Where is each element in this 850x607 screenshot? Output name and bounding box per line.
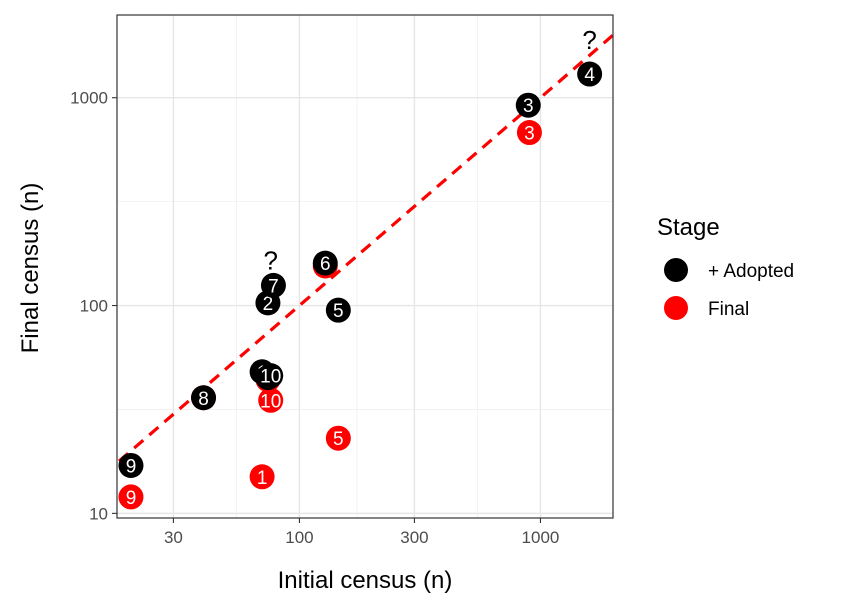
y-tick-label: 1000 <box>70 89 108 108</box>
point-label-adopted: 2 <box>263 294 274 315</box>
y-axis-title: Final census (n) <box>17 183 44 354</box>
point-label-adopted: 4 <box>584 65 595 86</box>
y-tick-label: 10 <box>89 504 108 523</box>
point-label-adopted: 8 <box>198 389 209 410</box>
x-axis: 30 100 300 1000 <box>164 518 559 547</box>
point-marker-adopted <box>325 297 351 323</box>
point-marker-final <box>258 387 284 413</box>
point-label-adopted: 3 <box>523 96 534 117</box>
data-point-final: 3 <box>516 120 542 146</box>
point-marker-adopted <box>118 452 144 478</box>
data-point-adopted: 8 <box>191 385 217 411</box>
plot-panel-border <box>116 14 614 519</box>
point-label-final: 9 <box>126 488 137 509</box>
point-marker-adopted <box>577 61 603 87</box>
point-label-adopted: 9 <box>126 456 137 477</box>
point-label-adopted: 10 <box>260 367 281 388</box>
legend-title: Stage <box>657 214 720 241</box>
point-marker-final <box>118 484 144 510</box>
x-axis-title: Initial census (n) <box>278 567 453 594</box>
data-point-adopted: 9 <box>118 452 144 478</box>
point-marker-adopted <box>191 385 217 411</box>
data-point-adopted: 10 <box>258 363 284 389</box>
data-point-final: 10 <box>258 387 284 413</box>
point-marker-adopted <box>258 363 284 389</box>
x-tick-label: 30 <box>164 528 183 547</box>
point-marker-final <box>249 464 275 490</box>
plot-panel-background <box>117 15 613 518</box>
point-marker-adopted <box>312 250 338 276</box>
point-label-adopted: 7 <box>268 276 279 297</box>
point-marker-adopted <box>515 92 541 118</box>
reference-line-layer <box>117 33 613 465</box>
data-point-final: 1 <box>249 464 275 490</box>
data-point-final: 5 <box>325 425 351 451</box>
legend-label-adopted: + Adopted <box>708 261 794 282</box>
data-point-final: 9 <box>118 484 144 510</box>
legend-key-final <box>664 296 688 320</box>
legend: Stage + Adopted Final <box>657 214 794 320</box>
data-point-adopted: 6 <box>312 250 338 276</box>
points-layer: 915108263981210527634 <box>118 61 603 510</box>
point-label-final: 10 <box>260 391 281 412</box>
data-point-adopted: 7 <box>260 272 286 298</box>
point-label-final: 3 <box>524 124 535 145</box>
point-marker-final <box>516 120 542 146</box>
question-mark-annotation: ? <box>263 245 277 275</box>
data-point-adopted: 3 <box>515 92 541 118</box>
x-tick-label: 1000 <box>522 528 560 547</box>
annotations-layer: ?? <box>263 25 596 276</box>
identity-reference-line <box>117 33 613 465</box>
x-tick-label: 300 <box>400 528 428 547</box>
x-tick-label: 100 <box>285 528 313 547</box>
point-marker-adopted <box>260 272 286 298</box>
data-point-adopted: 5 <box>325 297 351 323</box>
point-label-final: 5 <box>333 429 344 450</box>
point-label-final: 1 <box>257 468 268 489</box>
point-label-adopted: 6 <box>320 254 331 275</box>
y-axis: 10 100 1000 <box>70 89 117 523</box>
question-mark-annotation: ? <box>582 25 596 55</box>
point-label-adopted: 5 <box>333 301 344 322</box>
legend-key-adopted <box>664 258 688 282</box>
data-point-adopted: 4 <box>577 61 603 87</box>
point-marker-final <box>325 425 351 451</box>
y-tick-label: 100 <box>80 297 108 316</box>
legend-label-final: Final <box>708 299 749 320</box>
